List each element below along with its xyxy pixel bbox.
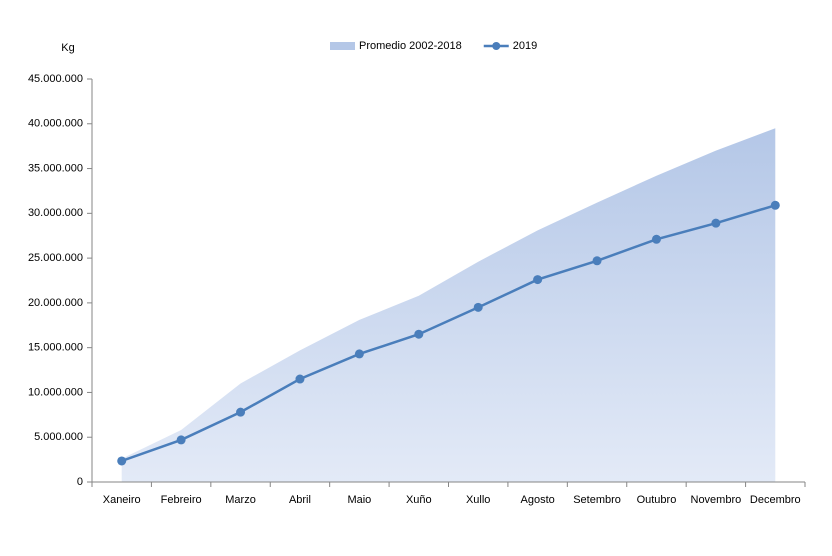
x-tick-label: Marzo <box>225 494 256 506</box>
legend-label: 2019 <box>513 40 537 52</box>
x-tick-label: Abril <box>289 494 311 506</box>
marker <box>236 407 246 417</box>
y-tick-label: 20.000.000 <box>28 297 83 309</box>
marker <box>414 329 424 339</box>
y-tick-label: 15.000.000 <box>28 342 83 354</box>
legend-marker <box>492 42 501 50</box>
line <box>121 204 776 463</box>
x-tick-label: Agosto <box>521 494 555 506</box>
marker <box>295 374 305 384</box>
y-tick-label: 0 <box>77 476 83 488</box>
x-tick-label: Maio <box>347 494 371 506</box>
marker <box>176 435 186 445</box>
x-tick-label: Setembro <box>573 494 621 506</box>
y-tick-label: 30.000.000 <box>28 207 83 219</box>
y-axis-label: Kg <box>61 42 74 54</box>
x-tick-label: Xuño <box>406 494 432 506</box>
marker <box>473 302 483 312</box>
x-tick-label: Novembro <box>691 494 742 506</box>
legend-label: Promedio 2002-2018 <box>359 40 462 52</box>
marker <box>711 218 721 228</box>
y-tick-label: 5.000.000 <box>34 431 83 443</box>
x-tick-label: Decembro <box>750 494 801 506</box>
y-tick-label: 40.000.000 <box>28 118 83 130</box>
marker <box>592 256 602 266</box>
y-tick-label: 35.000.000 <box>28 162 83 174</box>
marker <box>354 349 364 359</box>
area <box>121 128 776 482</box>
x-tick-label: Outubro <box>637 494 677 506</box>
marker <box>117 456 127 466</box>
y-tick-label: 25.000.000 <box>28 252 83 264</box>
y-tick-label: 10.000.000 <box>28 386 83 398</box>
x-tick-label: Xaneiro <box>103 494 141 506</box>
legend-swatch <box>330 42 355 50</box>
marker <box>651 234 661 244</box>
marker <box>533 275 543 285</box>
x-tick-label: Xullo <box>466 494 490 506</box>
y-tick-label: 45.000.000 <box>28 73 83 85</box>
x-tick-label: Febreiro <box>161 494 202 506</box>
marker <box>770 200 780 210</box>
